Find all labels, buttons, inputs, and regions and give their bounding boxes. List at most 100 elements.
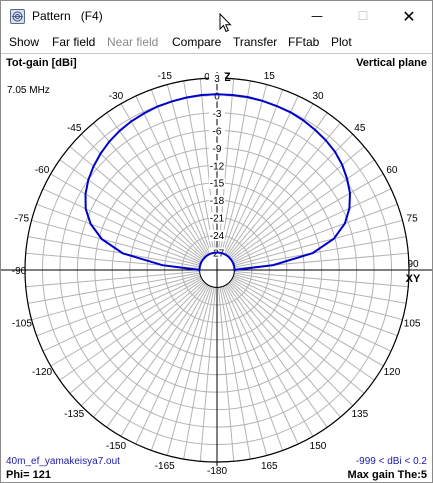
angle-label: -180 — [207, 466, 227, 477]
radial-gridline — [135, 95, 211, 255]
radial-gridline — [166, 286, 213, 456]
radial-gridline — [234, 236, 407, 268]
radial-gridline — [199, 287, 216, 462]
angle-label: -45 — [67, 123, 82, 134]
radial-gridline — [150, 286, 212, 451]
radial-gridline — [221, 286, 268, 456]
radial-gridline — [231, 159, 375, 261]
radial-gridline — [80, 133, 206, 259]
angle-label: 165 — [261, 461, 278, 472]
output-filename: 40m_ef_yamakeisya7.out — [6, 456, 120, 467]
angle-label: 75 — [407, 214, 419, 225]
pattern-plot[interactable]: 0 15 30 45 60 75 90 105 120 135 150 165 -180 -165 -150… — [1, 53, 432, 483]
radial-gridline — [93, 122, 207, 257]
title-bar[interactable]: Pattern (F4) — ☐ ✕ — [1, 1, 432, 33]
radial-gridline — [27, 272, 200, 304]
db-label: -9 — [213, 144, 222, 155]
angle-label: 30 — [312, 91, 324, 102]
radial-gridline — [226, 284, 328, 428]
radial-gridline — [234, 271, 409, 288]
radial-gridline — [219, 287, 251, 460]
radial-gridline — [106, 112, 208, 256]
radial-gridline — [80, 281, 206, 407]
menu-compare[interactable]: Compare — [172, 35, 222, 49]
radial-gridline — [231, 278, 384, 367]
radial-gridline — [223, 95, 299, 255]
angle-label: 45 — [354, 123, 366, 134]
menu-bar: Show Far field Near field Compare Transf… — [1, 33, 432, 53]
radial-gridline — [59, 279, 203, 381]
radial-gridline — [233, 219, 403, 266]
angle-label: 60 — [386, 165, 398, 176]
radial-gridline — [150, 89, 212, 254]
radial-gridline — [120, 103, 209, 256]
db-label: -21 — [210, 214, 225, 225]
z-axis-label: Z — [223, 70, 230, 84]
db-label-bg — [209, 142, 225, 154]
phi-label: Phi= 121 — [6, 469, 51, 481]
db-label-bg — [209, 195, 225, 207]
menu-near-field[interactable]: Near field — [107, 35, 159, 49]
angle-label: 135 — [351, 409, 368, 420]
radial-gridline — [218, 287, 235, 462]
menu-far-field[interactable]: Far field — [52, 35, 96, 49]
close-button[interactable]: ✕ — [402, 6, 416, 26]
radial-gridline — [135, 285, 211, 445]
angle-label: -75 — [15, 214, 30, 225]
db-label: 0 — [214, 91, 220, 102]
db-label: -12 — [210, 161, 225, 172]
db-label-bg — [209, 230, 225, 242]
radial-gridline — [36, 203, 201, 265]
radial-gridline — [231, 279, 375, 381]
menu-transfer[interactable]: Transfer — [233, 35, 278, 49]
radial-gridline — [183, 80, 215, 253]
radiation-pattern-trace — [84, 93, 352, 272]
radial-gridline — [234, 272, 407, 304]
db-label: -24 — [210, 231, 225, 242]
radial-gridline — [233, 203, 398, 265]
radial-gridline — [93, 283, 207, 418]
db-label: -6 — [213, 126, 222, 137]
angle-label: 120 — [384, 367, 401, 378]
radial-gridline — [50, 278, 203, 367]
radial-gridline — [69, 146, 204, 260]
angle-label: 15 — [264, 71, 276, 82]
radial-gridline — [227, 122, 341, 257]
radial-gridline — [233, 274, 403, 321]
radial-gridline — [221, 84, 268, 254]
minimize-button[interactable]: — — [311, 9, 323, 23]
frequency-label: 7.05 MHz — [7, 85, 50, 96]
radial-gridline — [228, 281, 354, 407]
radial-gridline — [36, 275, 201, 337]
db-label-bg — [209, 125, 225, 137]
radial-gridline — [106, 284, 208, 428]
db-label: 3 — [214, 74, 220, 85]
gain-range-label: -999 < dBi < 0.2 — [355, 456, 427, 467]
db-label: -15 — [210, 179, 225, 190]
plot-plane-label: Vertical plane — [356, 57, 427, 69]
angle-label: -150 — [106, 441, 126, 452]
radial-gridline — [31, 274, 201, 321]
radial-gridline — [225, 103, 314, 256]
radial-gridline — [120, 284, 209, 437]
radial-gridline — [232, 188, 392, 264]
menu-show[interactable]: Show — [9, 35, 40, 49]
radial-gridline — [230, 280, 365, 394]
radial-gridline — [230, 146, 365, 260]
maximize-button[interactable]: ☐ — [357, 9, 369, 23]
angle-label: 105 — [404, 318, 421, 329]
radial-gridline — [42, 276, 202, 352]
radial-gridline — [222, 286, 284, 451]
menu-fftab[interactable]: FFtab — [288, 35, 320, 49]
pattern-app-icon[interactable] — [10, 9, 25, 24]
polar-labels: 0 153045607590105120135150165-180-165-150… — [12, 70, 421, 477]
angle-label: -30 — [109, 91, 124, 102]
db-label-bg — [209, 73, 225, 84]
angle-label: 0 — [204, 72, 210, 83]
radial-gridline — [69, 280, 204, 394]
db-label: -27 — [210, 249, 225, 260]
radial-gridline — [31, 219, 201, 266]
menu-plot[interactable]: Plot — [331, 35, 352, 49]
angle-label: 90 — [407, 259, 419, 270]
